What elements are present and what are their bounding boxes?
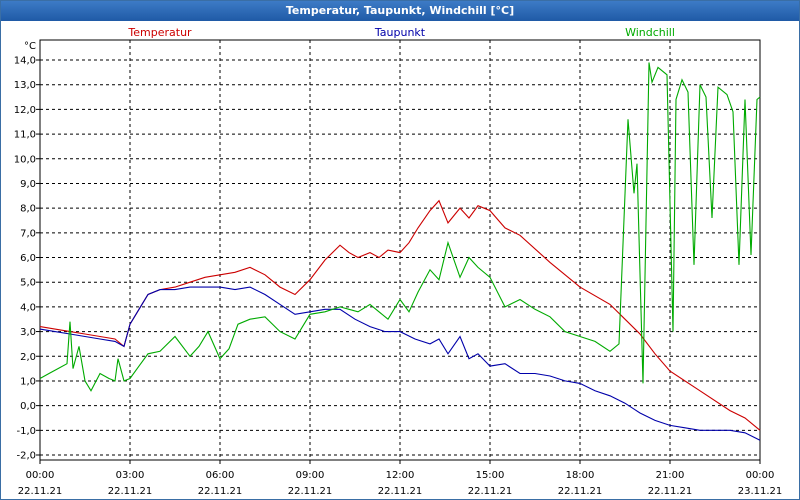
x-tick-date-label: 22.11.21 [18, 486, 63, 497]
x-tick-time-label: 21:00 [656, 470, 685, 481]
y-tick-label: 8,0 [20, 204, 36, 215]
legend-label-windchill: Windchill [625, 26, 675, 39]
y-tick-label: 6,0 [20, 253, 36, 264]
y-tick-label: 5,0 [20, 278, 36, 289]
series-line-taupunkt [39, 286, 761, 441]
y-tick-label: 10,0 [14, 154, 36, 165]
x-tick-time-label: 09:00 [296, 470, 325, 481]
legend-label-taupunkt: Taupunkt [374, 26, 426, 39]
y-axis-ticks: -2,0 -1,0 0,0 1,0 2,0 3,0 4,0 5,0 6,0 7,0 8,0 9,0 10… [14, 56, 40, 462]
y-tick-label: -1,0 [16, 426, 36, 437]
y-tick-label: 0,0 [20, 401, 36, 412]
x-tick-time-label: 03:00 [116, 470, 145, 481]
series-line-windchill [39, 62, 761, 392]
x-tick-time-label: 15:00 [476, 470, 505, 481]
x-tick-time-label: 00:00 [26, 470, 55, 481]
legend-label-temperatur: Temperatur [127, 26, 192, 39]
x-tick-date-label: 22.11.21 [198, 486, 243, 497]
x-tick-date-label: 22.11.21 [108, 486, 153, 497]
x-tick-date-label: 22.11.21 [648, 486, 693, 497]
y-tick-label: 12,0 [14, 105, 36, 116]
series-lines [39, 62, 761, 441]
y-tick-label: 2,0 [20, 352, 36, 363]
x-tick-time-label: 12:00 [386, 470, 415, 481]
y-tick-label: 3,0 [20, 327, 36, 338]
x-tick-date-label: 23.11.21 [738, 486, 783, 497]
legend: Temperatur Taupunkt Windchill [127, 26, 675, 39]
y-axis-unit-label: °C [24, 41, 36, 52]
y-tick-label: 9,0 [20, 179, 36, 190]
y-tick-label: 14,0 [14, 56, 36, 67]
x-tick-date-label: 22.11.21 [378, 486, 423, 497]
y-tick-label: -2,0 [16, 451, 36, 462]
x-tick-time-label: 06:00 [206, 470, 235, 481]
y-tick-label: 7,0 [20, 228, 36, 239]
y-tick-label: 13,0 [14, 80, 36, 91]
x-axis-ticks: 00:00 22.11.21 03:00 22.11.21 06:00 22.11.21 0… [18, 460, 783, 497]
y-tick-label: 1,0 [20, 376, 36, 387]
chart-title: Temperatur, Taupunkt, Windchill [°C] [1, 1, 799, 21]
y-tick-label: 11,0 [14, 130, 36, 141]
x-tick-time-label: 00:00 [746, 470, 775, 481]
x-tick-date-label: 22.11.21 [288, 486, 333, 497]
x-tick-date-label: 22.11.21 [558, 486, 603, 497]
x-tick-date-label: 22.11.21 [468, 486, 513, 497]
y-tick-label: 4,0 [20, 302, 36, 313]
x-tick-time-label: 18:00 [566, 470, 595, 481]
